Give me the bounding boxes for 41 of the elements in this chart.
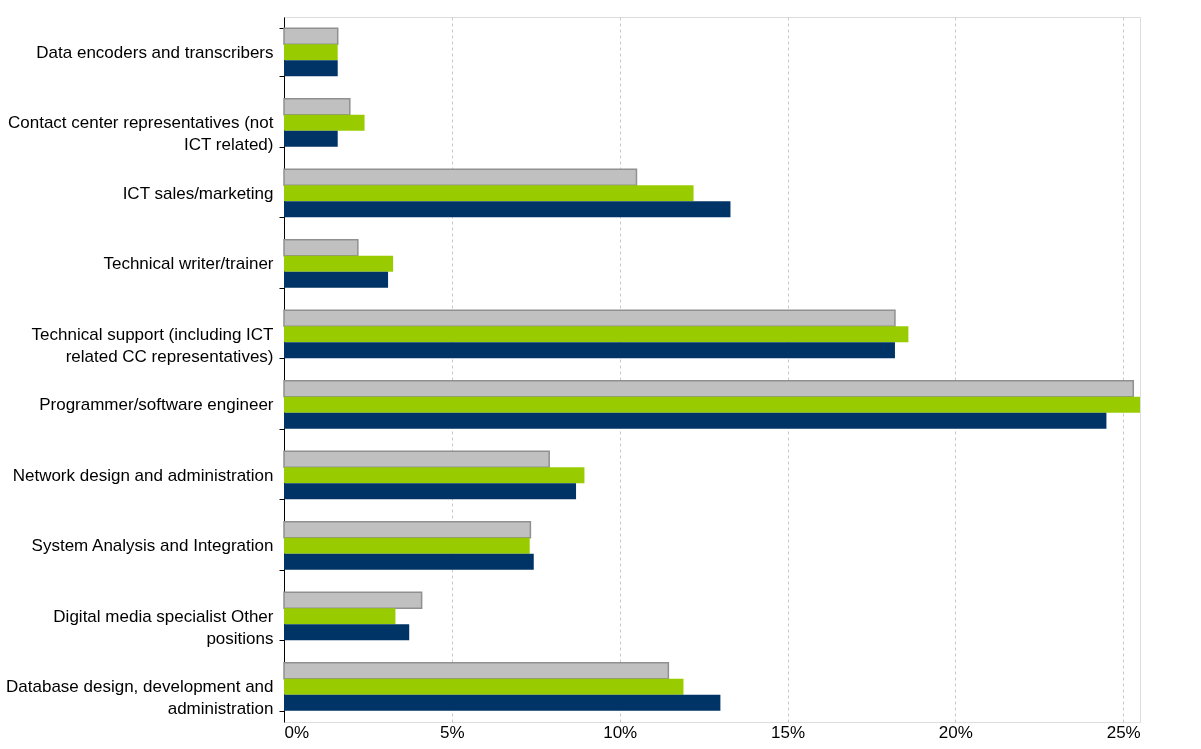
y-tick-label: Database design, development and administration [6,677,274,719]
bar [284,114,365,131]
y-tick-label: Contact center representatives (not ICT related) [7,113,274,155]
bar [284,483,577,500]
bar [284,255,394,272]
bar [284,412,1107,429]
bar [283,98,351,116]
y-tick-label: Technical support (including ICT related CC representatives) [31,324,274,366]
bar [284,271,389,288]
bar [284,342,895,359]
y-tick-label: Programmer/software engineer [39,395,274,415]
bar [283,591,423,610]
bar [284,326,909,343]
bar [284,130,338,147]
x-tick-label: 20% [938,722,973,742]
y-tick-label: Technical writer/trainer [103,254,274,274]
bar [284,678,684,695]
x-tick-label: 10% [603,722,638,742]
bar [284,624,410,641]
y-tick-label: Digital media specialist Other positions [53,606,274,648]
bar [284,467,585,484]
bar [283,239,359,257]
x-tick-label: 5% [440,722,465,742]
x-tick-label: 0% [284,722,310,742]
y-tick-label: System Analysis and Integration [31,536,274,556]
bar [284,608,396,625]
y-tick-label: ICT sales/marketing [122,183,274,203]
bar [284,396,1140,413]
bar [284,185,694,202]
bar [284,694,721,711]
x-tick-label: 25% [1106,722,1141,742]
y-tick-label: Data encoders and transcribers [36,42,274,62]
bar [283,521,532,539]
bar [284,201,731,218]
bar [284,537,530,554]
bar [284,60,338,77]
x-tick-label: 15% [771,722,806,742]
y-tick-label: Network design and administration [12,465,274,485]
bar [284,44,338,61]
bar [284,553,534,570]
bar [283,27,339,46]
